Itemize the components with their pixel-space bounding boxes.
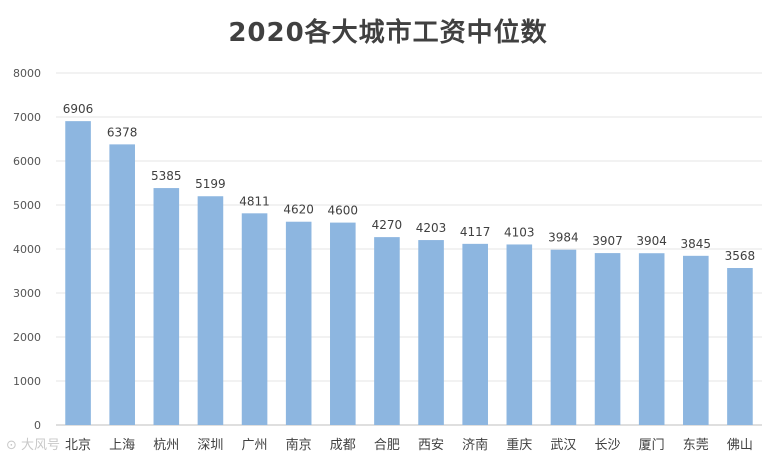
bar xyxy=(65,121,91,426)
watermark: ⊙ 大风号 xyxy=(6,438,61,453)
bar xyxy=(683,255,709,425)
y-tick-label: 5000 xyxy=(13,199,41,212)
bar xyxy=(638,253,665,425)
y-tick-label: 2000 xyxy=(13,331,41,344)
bar xyxy=(418,240,444,425)
data-label: 3984 xyxy=(548,231,579,245)
data-label: 6378 xyxy=(107,125,138,139)
x-tick-label: 武汉 xyxy=(550,438,576,453)
data-label: 5385 xyxy=(151,169,182,183)
data-label: 4117 xyxy=(460,225,491,239)
data-label: 4620 xyxy=(283,203,314,217)
data-label: 4600 xyxy=(328,204,359,218)
y-tick-label: 7000 xyxy=(13,111,41,124)
x-tick-label: 厦门 xyxy=(639,438,665,453)
x-tick-label: 佛山 xyxy=(727,438,753,453)
x-tick-label: 东莞 xyxy=(683,438,709,453)
data-label: 6906 xyxy=(63,102,94,116)
data-label: 4103 xyxy=(504,225,535,239)
bar xyxy=(109,144,135,426)
bar xyxy=(241,213,268,425)
bar xyxy=(462,243,488,425)
y-tick-label: 1000 xyxy=(13,375,41,388)
x-tick-label: 西安 xyxy=(418,438,444,453)
x-tick-label: 上海 xyxy=(109,438,135,453)
x-tick-label: 成都 xyxy=(330,438,356,453)
x-tick-label: 合肥 xyxy=(374,438,400,453)
data-label: 3845 xyxy=(681,237,712,251)
data-label: 3907 xyxy=(592,234,623,248)
x-tick-label: 重庆 xyxy=(506,437,532,453)
x-tick-label: 长沙 xyxy=(595,438,621,453)
x-tick-label: 广州 xyxy=(242,438,268,453)
data-label: 3904 xyxy=(636,234,667,248)
x-tick-label: 南京 xyxy=(286,437,312,453)
y-tick-label: 0 xyxy=(34,419,41,432)
x-tick-label: 济南 xyxy=(462,437,488,453)
bar xyxy=(330,222,356,425)
bar xyxy=(153,188,180,425)
data-label: 5199 xyxy=(195,177,226,191)
bar xyxy=(594,253,621,425)
data-label: 4203 xyxy=(416,221,447,235)
bar xyxy=(727,268,753,425)
data-label: 4270 xyxy=(372,218,403,232)
chart-title: 2020各大城市工资中位数 xyxy=(228,18,548,48)
y-tick-label: 8000 xyxy=(13,67,41,80)
data-label: 4811 xyxy=(239,194,270,208)
bar xyxy=(197,196,224,425)
bar xyxy=(550,249,577,425)
bar xyxy=(285,221,312,425)
bar xyxy=(506,244,533,425)
data-label: 3568 xyxy=(725,249,756,263)
x-tick-label: 北京 xyxy=(65,438,91,453)
x-tick-label: 杭州 xyxy=(153,438,179,453)
y-tick-label: 3000 xyxy=(13,287,41,300)
bar xyxy=(374,237,400,425)
y-tick-label: 6000 xyxy=(13,155,41,168)
x-tick-label: 深圳 xyxy=(197,438,223,453)
y-tick-label: 4000 xyxy=(13,243,41,256)
